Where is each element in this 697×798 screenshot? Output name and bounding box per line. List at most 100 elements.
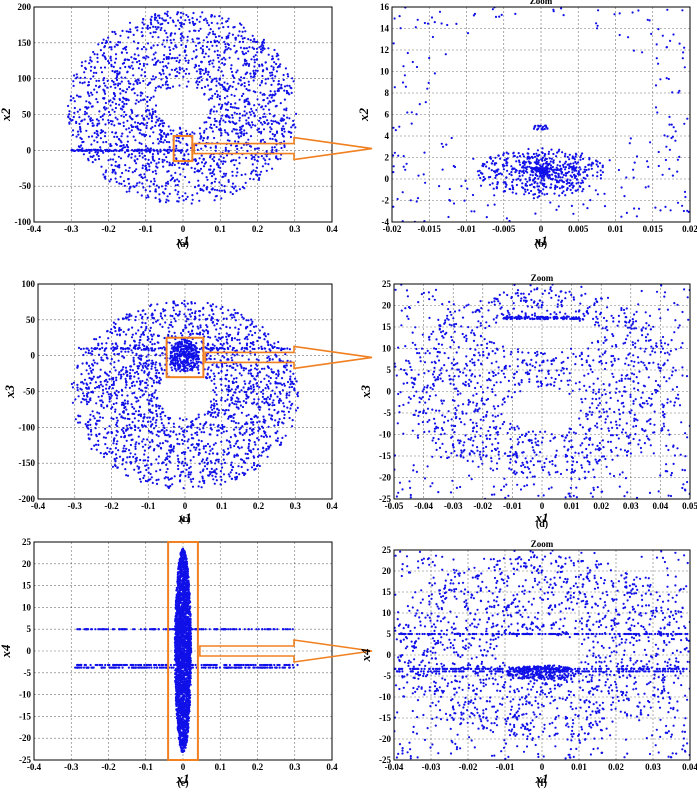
data-point: [507, 152, 510, 155]
data-point: [541, 151, 544, 155]
data-point: [88, 364, 91, 367]
data-point: [226, 95, 229, 98]
data-point: [257, 429, 260, 432]
data-point: [187, 59, 190, 62]
data-point: [151, 439, 154, 442]
data-point: [631, 11, 634, 14]
data-point: [213, 123, 216, 126]
data-point: [185, 341, 188, 345]
data-point: [245, 414, 248, 417]
data-point: [491, 8, 494, 11]
data-point: [532, 168, 536, 171]
data-point: [122, 96, 125, 99]
data-point: [187, 438, 190, 441]
data-point: [268, 435, 272, 438]
data-point: [95, 136, 98, 139]
data-point: [155, 424, 158, 427]
data-point: [230, 399, 233, 402]
data-point: [262, 446, 265, 449]
data-point: [169, 16, 172, 19]
data-point: [184, 45, 187, 49]
y-tick-label: 50: [26, 315, 36, 325]
data-point: [73, 111, 76, 114]
data-point: [292, 80, 295, 83]
data-point: [208, 376, 211, 379]
data-point: [153, 57, 157, 60]
data-point: [94, 422, 97, 425]
data-point: [113, 30, 116, 34]
data-point: [280, 117, 283, 120]
data-point: [210, 21, 213, 24]
data-point: [231, 130, 234, 133]
data-point: [683, 122, 686, 125]
data-point: [206, 301, 209, 305]
data-point: [163, 122, 166, 125]
data-point: [121, 29, 124, 32]
data-point: [452, 202, 456, 205]
data-point: [152, 44, 155, 47]
data-point: [455, 22, 458, 25]
data-point: [108, 113, 112, 116]
data-point: [158, 362, 161, 365]
data-point: [244, 114, 247, 117]
data-point: [155, 115, 158, 118]
data-point: [251, 334, 254, 337]
data-point: [180, 338, 183, 341]
data-point: [285, 107, 288, 110]
data-point: [543, 127, 546, 131]
data-point: [141, 164, 144, 167]
data-point: [112, 65, 115, 68]
data-point: [231, 106, 234, 109]
data-point: [203, 479, 206, 482]
data-point: [79, 148, 82, 152]
data-point: [102, 151, 105, 154]
data-point: [271, 94, 274, 97]
data-point: [111, 465, 114, 468]
data-point: [277, 420, 280, 423]
data-point: [217, 69, 220, 72]
data-point: [95, 402, 98, 405]
data-point: [176, 442, 179, 445]
data-point: [113, 391, 116, 395]
data-point: [185, 418, 188, 421]
data-point: [108, 378, 111, 381]
data-point: [149, 326, 152, 329]
data-point: [172, 300, 175, 303]
data-point: [93, 148, 96, 151]
data-point: [189, 359, 192, 362]
data-point: [82, 353, 85, 357]
data-point: [90, 447, 93, 451]
data-point: [145, 355, 148, 358]
data-point: [237, 107, 240, 110]
data-point: [249, 135, 253, 138]
data-point: [99, 452, 102, 455]
data-point: [138, 81, 142, 84]
data-point: [146, 367, 149, 370]
data-point: [230, 461, 233, 464]
data-point: [167, 326, 170, 329]
data-point: [203, 184, 206, 187]
data-point: [575, 182, 578, 185]
data-point: [169, 86, 172, 90]
data-point: [284, 353, 287, 356]
data-point: [210, 471, 213, 474]
data-point: [211, 411, 214, 414]
data-point: [150, 96, 153, 99]
data-point: [276, 430, 279, 433]
data-point: [585, 168, 588, 172]
data-point: [177, 162, 180, 165]
data-point: [260, 345, 263, 348]
data-point: [213, 136, 216, 140]
data-point: [198, 76, 201, 79]
data-point: [151, 110, 155, 113]
data-point: [276, 439, 279, 443]
data-point: [241, 185, 244, 189]
data-point: [198, 318, 201, 321]
data-point: [676, 158, 680, 161]
data-point: [205, 186, 208, 189]
data-point: [267, 375, 270, 378]
data-point: [185, 163, 188, 166]
data-point: [157, 152, 160, 155]
data-point: [109, 55, 112, 58]
data-point: [186, 463, 189, 467]
